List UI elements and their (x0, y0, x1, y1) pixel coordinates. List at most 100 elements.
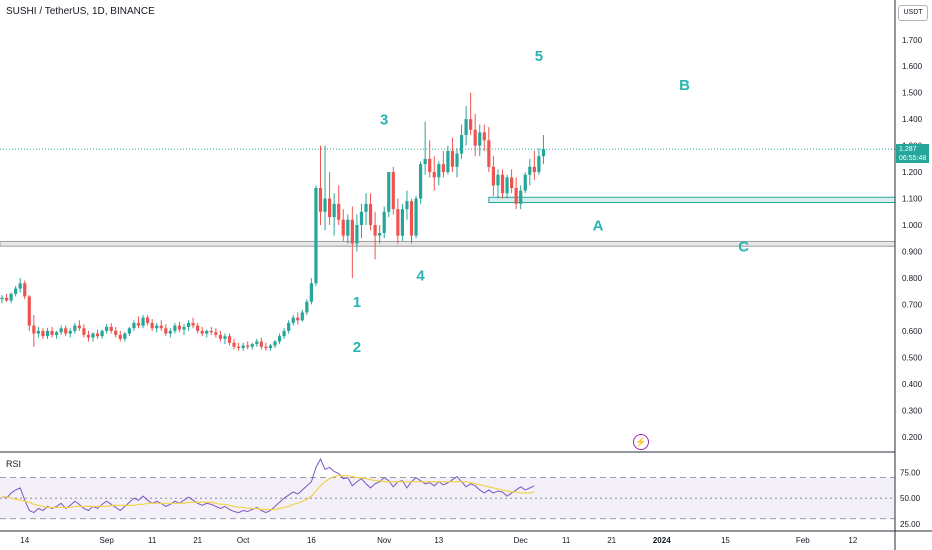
candle (305, 299, 309, 316)
currency-button[interactable]: USDT (898, 5, 928, 21)
candle (282, 328, 286, 339)
candle (355, 214, 359, 252)
candle-body (150, 322, 154, 329)
candle (478, 124, 482, 157)
time-tick-label: Feb (796, 536, 810, 545)
candle-body (18, 283, 22, 289)
candle (459, 124, 464, 159)
candle-body (409, 201, 414, 236)
candle (237, 342, 241, 351)
candle (91, 332, 95, 342)
candle (86, 330, 91, 342)
candle (168, 328, 172, 338)
candle-body (264, 346, 268, 349)
candle (218, 330, 222, 342)
candle (300, 309, 304, 322)
candle (32, 315, 36, 347)
candle-body (177, 325, 182, 330)
wave-label: 1 (353, 294, 361, 311)
candle (182, 324, 186, 335)
candle-body (318, 187, 323, 212)
candle-body (359, 211, 364, 226)
candle (105, 324, 109, 334)
candle (373, 211, 377, 260)
candle (464, 105, 468, 146)
candle-body (300, 312, 304, 321)
price-tick-label: 0.600 (902, 327, 923, 336)
candle-body (437, 164, 441, 178)
candle (177, 321, 182, 333)
candle-body (0, 297, 4, 300)
candle-body (9, 293, 13, 301)
wave-label: A (593, 217, 604, 234)
time-tick-label: 21 (193, 536, 202, 545)
candle (73, 322, 77, 334)
candle (132, 320, 136, 331)
time-tick-label: 2024 (653, 536, 671, 545)
price-tick-label: 1.400 (902, 115, 923, 124)
rsi-indicator-label[interactable]: RSI (6, 459, 22, 469)
candle (241, 342, 245, 351)
candle (100, 329, 104, 339)
candle (473, 113, 477, 157)
candle-body (414, 198, 418, 236)
candle (541, 135, 546, 165)
candle-body (323, 198, 327, 212)
candle (55, 330, 59, 339)
candle (341, 209, 345, 241)
time-tick-label: 11 (148, 536, 157, 545)
rsi-pane (0, 457, 895, 520)
candle-body (36, 330, 40, 334)
candle (209, 326, 213, 335)
candle (382, 206, 386, 239)
wave-label: 4 (416, 268, 425, 285)
candle-body (146, 317, 150, 323)
candle (18, 277, 22, 293)
lightning-icon[interactable]: ⚡ (633, 434, 649, 450)
support-zone (488, 196, 896, 204)
candle-body (182, 326, 186, 330)
candle-body (4, 297, 9, 301)
candle-body (305, 301, 309, 313)
candle-body (109, 326, 113, 331)
candle-body (118, 334, 122, 339)
candle (95, 329, 100, 339)
candle-body (105, 326, 109, 331)
candle (419, 161, 423, 204)
candlestick-series (0, 92, 546, 351)
candle (337, 185, 341, 226)
candle (287, 320, 291, 334)
last-price-tag: 1.287 06:55:48 (896, 144, 929, 163)
candle-body (259, 341, 263, 347)
candle (150, 318, 154, 331)
candle-body (505, 177, 509, 194)
candle (268, 344, 273, 351)
candle-body (291, 317, 295, 323)
candle (14, 285, 18, 297)
candle (405, 190, 409, 220)
candle-body (350, 219, 354, 244)
candle (23, 280, 27, 300)
candle-body (464, 119, 468, 136)
rsi-line (1, 457, 535, 514)
candle-body (241, 345, 245, 349)
candle (496, 169, 500, 199)
candle-body (378, 232, 382, 236)
candle (314, 185, 318, 286)
candle (196, 322, 200, 334)
time-tick-label: Dec (514, 536, 528, 545)
candle-body (341, 219, 345, 236)
candle-body (450, 150, 455, 167)
price-tick-label: 1.100 (902, 195, 923, 204)
candle-body (246, 345, 250, 347)
candle-body (127, 328, 131, 334)
candle-body (164, 328, 168, 334)
candle (428, 140, 432, 178)
wave-labels: 1 2 3 4 5 A B C (353, 48, 750, 356)
candle (378, 225, 382, 244)
candle-body (232, 342, 236, 347)
candle-body (309, 283, 313, 302)
candle (510, 169, 514, 194)
candle (500, 169, 505, 199)
wave-label: B (679, 77, 690, 94)
